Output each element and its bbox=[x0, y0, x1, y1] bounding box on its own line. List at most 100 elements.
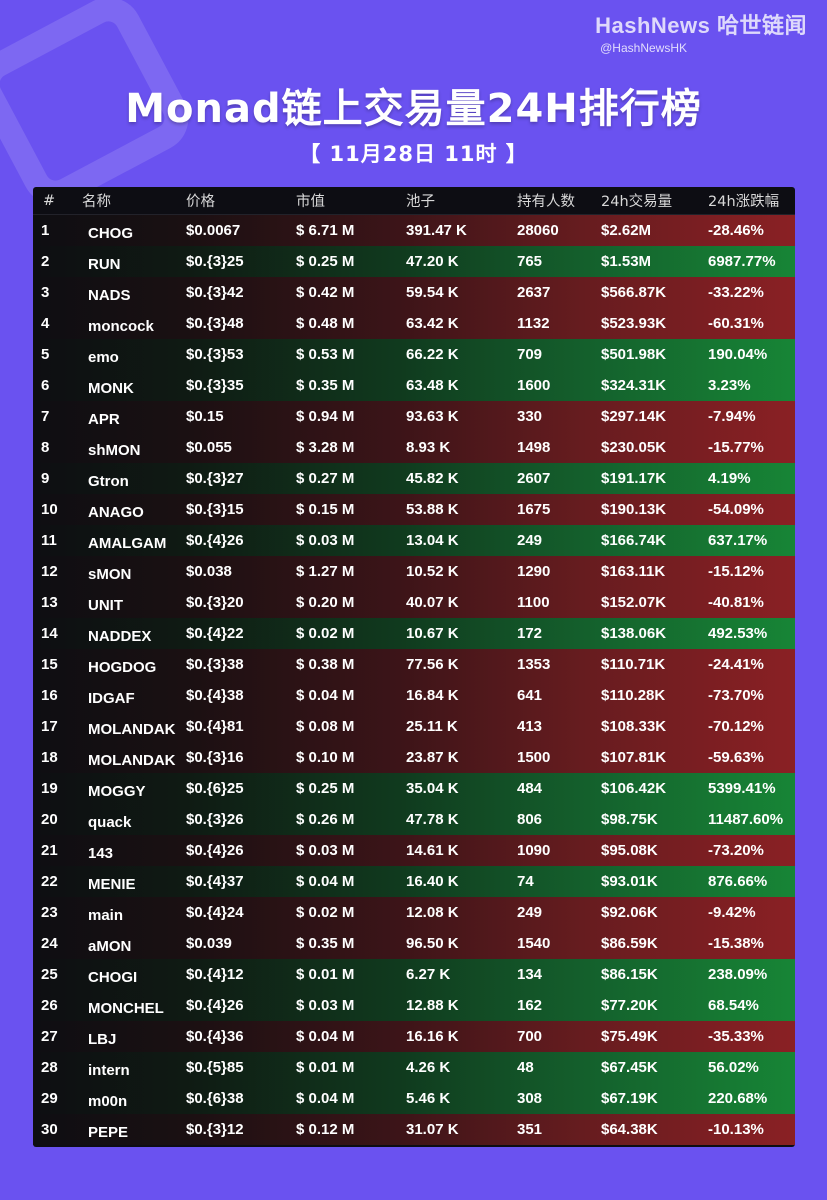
table-row: 27 LBJ $0.{4}36 $ 0.04 M 16.16 K 700 $75.49K -3… bbox=[33, 1021, 795, 1052]
cell-holders: 1132 bbox=[517, 315, 550, 332]
cell-name: main bbox=[88, 907, 124, 924]
cell-price: $0.038 bbox=[186, 563, 232, 580]
cell-holders: 249 bbox=[517, 904, 543, 921]
table-row: 19 MOGGY $0.{6}25 $ 0.25 M 35.04 K 484 $106.42… bbox=[33, 773, 795, 804]
cell-holders: 172 bbox=[517, 625, 543, 642]
cell-rank: 21 bbox=[41, 842, 58, 859]
cell-rank: 20 bbox=[41, 811, 58, 828]
cell-change: 876.66% bbox=[708, 873, 768, 890]
cell-price: $0.055 bbox=[186, 439, 232, 456]
table-row: 17 MOLANDAK $0.{4}81 $ 0.08 M 25.11 K 413 $108… bbox=[33, 711, 795, 742]
cell-pool: 35.04 K bbox=[406, 780, 459, 797]
cell-holders: 1290 bbox=[517, 563, 551, 580]
cell-pool: 23.87 K bbox=[406, 749, 459, 766]
table-row: 1 CHOG $0.0067 $ 6.71 M 391.47 K 28060 $2.62M -… bbox=[33, 215, 795, 246]
cell-market-cap: $ 0.03 M bbox=[296, 532, 355, 549]
cell-rank: 28 bbox=[41, 1059, 58, 1076]
cell-holders: 484 bbox=[517, 780, 543, 797]
cell-volume: $107.81K bbox=[601, 749, 667, 766]
cell-name: IDGAF bbox=[88, 690, 135, 707]
cell-pool: 53.88 K bbox=[406, 501, 459, 518]
cell-change: 492.53% bbox=[708, 625, 768, 642]
cell-market-cap: $ 0.02 M bbox=[296, 625, 355, 642]
cell-market-cap: $ 0.04 M bbox=[296, 1028, 355, 1045]
cell-holders: 2607 bbox=[517, 470, 551, 487]
cell-volume: $110.28K bbox=[601, 687, 666, 704]
cell-rank: 10 bbox=[41, 501, 58, 518]
cell-name: ANAGO bbox=[88, 504, 144, 521]
table-row: 22 MENIE $0.{4}37 $ 0.04 M 16.40 K 74 $93.01K 8… bbox=[33, 866, 795, 897]
cell-rank: 17 bbox=[41, 718, 58, 735]
cell-volume: $67.45K bbox=[601, 1059, 658, 1076]
cell-change: -15.77% bbox=[708, 439, 764, 456]
table-row: 23 main $0.{4}24 $ 0.02 M 12.08 K 249 $92.06K -… bbox=[33, 897, 795, 928]
cell-holders: 413 bbox=[517, 718, 543, 735]
cell-rank: 26 bbox=[41, 997, 58, 1014]
cell-price: $0.15 bbox=[186, 408, 224, 425]
cell-volume: $95.08K bbox=[601, 842, 658, 859]
cell-change: 220.68% bbox=[708, 1090, 768, 1107]
cell-name: MENIE bbox=[88, 876, 136, 893]
cell-price: $0.{3}25 bbox=[186, 253, 244, 270]
table-row: 2 RUN $0.{3}25 $ 0.25 M 47.20 K 765 $1.53M 6987… bbox=[33, 246, 795, 277]
cell-holders: 1100 bbox=[517, 594, 550, 611]
cell-change: -9.42% bbox=[708, 904, 756, 921]
cell-name: quack bbox=[88, 814, 132, 831]
cell-pool: 4.26 K bbox=[406, 1059, 451, 1076]
cell-name: CHOGI bbox=[88, 969, 138, 986]
cell-price: $0.{4}26 bbox=[186, 842, 244, 859]
table-row: 10 ANAGO $0.{3}15 $ 0.15 M 53.88 K 1675 $190.1… bbox=[33, 494, 795, 525]
cell-pool: 47.20 K bbox=[406, 253, 459, 270]
cell-holders: 1090 bbox=[517, 842, 551, 859]
date-label: 【 11月28日 11时 】 bbox=[299, 142, 528, 166]
table-row: 15 HOGDOG $0.{3}38 $ 0.38 M 77.56 K 1353 $110.… bbox=[33, 649, 795, 680]
cell-holders: 765 bbox=[517, 253, 543, 270]
cell-holders: 641 bbox=[517, 687, 543, 704]
cell-price: $0.{6}38 bbox=[186, 1090, 244, 1107]
cell-name: MONK bbox=[88, 380, 134, 397]
cell-price: $0.{3}12 bbox=[186, 1121, 244, 1138]
header-name: 名称 bbox=[82, 194, 111, 210]
cell-holders: 330 bbox=[517, 408, 543, 425]
cell-volume: $110.71K bbox=[601, 656, 666, 673]
cell-change: 6987.77% bbox=[708, 253, 776, 270]
cell-market-cap: $ 0.53 M bbox=[296, 346, 355, 363]
cell-name: m00n bbox=[88, 1093, 128, 1110]
cell-holders: 162 bbox=[517, 997, 543, 1014]
cell-holders: 134 bbox=[517, 966, 543, 983]
cell-name: AMALGAM bbox=[88, 535, 167, 552]
cell-rank: 24 bbox=[41, 935, 58, 952]
cell-name: shMON bbox=[88, 442, 141, 459]
cell-holders: 1540 bbox=[517, 935, 551, 952]
table-row: 11 AMALGAM $0.{4}26 $ 0.03 M 13.04 K 249 $166.… bbox=[33, 525, 795, 556]
cell-volume: $230.05K bbox=[601, 439, 667, 456]
cell-pool: 12.08 K bbox=[406, 904, 459, 921]
table-row: 6 MONK $0.{3}35 $ 0.35 M 63.48 K 1600 $324.31K… bbox=[33, 370, 795, 401]
cell-change: 238.09% bbox=[708, 966, 768, 983]
cell-name: intern bbox=[88, 1062, 130, 1079]
cell-rank: 18 bbox=[41, 749, 58, 766]
cell-market-cap: $ 3.28 M bbox=[296, 439, 355, 456]
cell-pool: 6.27 K bbox=[406, 966, 451, 983]
cell-pool: 8.93 K bbox=[406, 439, 451, 456]
cell-pool: 12.88 K bbox=[406, 997, 459, 1014]
cell-price: $0.{3}48 bbox=[186, 315, 244, 332]
cell-rank: 22 bbox=[41, 873, 58, 890]
cell-pool: 66.22 K bbox=[406, 346, 459, 363]
cell-volume: $108.33K bbox=[601, 718, 667, 735]
cell-market-cap: $ 0.27 M bbox=[296, 470, 355, 487]
cell-price: $0.{4}12 bbox=[186, 966, 244, 983]
cell-rank: 30 bbox=[41, 1121, 58, 1138]
cell-change: 3.23% bbox=[708, 377, 751, 394]
cell-name: NADS bbox=[88, 287, 131, 304]
cell-volume: $67.19K bbox=[601, 1090, 658, 1107]
cell-pool: 10.67 K bbox=[406, 625, 459, 642]
cell-market-cap: $ 0.02 M bbox=[296, 904, 355, 921]
cell-name: PEPE bbox=[88, 1124, 129, 1141]
cell-rank: 1 bbox=[41, 222, 50, 239]
cell-change: -40.81% bbox=[708, 594, 764, 611]
cell-change: -54.09% bbox=[708, 501, 764, 518]
brand-name: HashNews 哈世链闻 bbox=[595, 13, 807, 38]
table-row: 21 143 $0.{4}26 $ 0.03 M 14.61 K 1090 $95.08K -… bbox=[33, 835, 795, 866]
cell-price: $0.{3}27 bbox=[186, 470, 244, 487]
